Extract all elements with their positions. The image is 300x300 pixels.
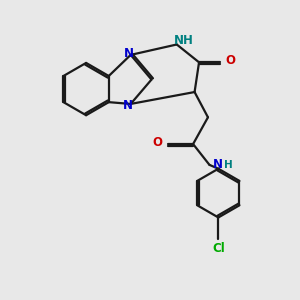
Text: O: O — [152, 136, 162, 149]
Text: Cl: Cl — [212, 242, 225, 255]
Text: H: H — [224, 160, 233, 170]
Text: N: N — [124, 47, 134, 60]
Text: N: N — [213, 158, 223, 171]
Text: N: N — [123, 99, 133, 112]
Text: O: O — [226, 54, 236, 67]
Text: NH: NH — [174, 34, 194, 47]
